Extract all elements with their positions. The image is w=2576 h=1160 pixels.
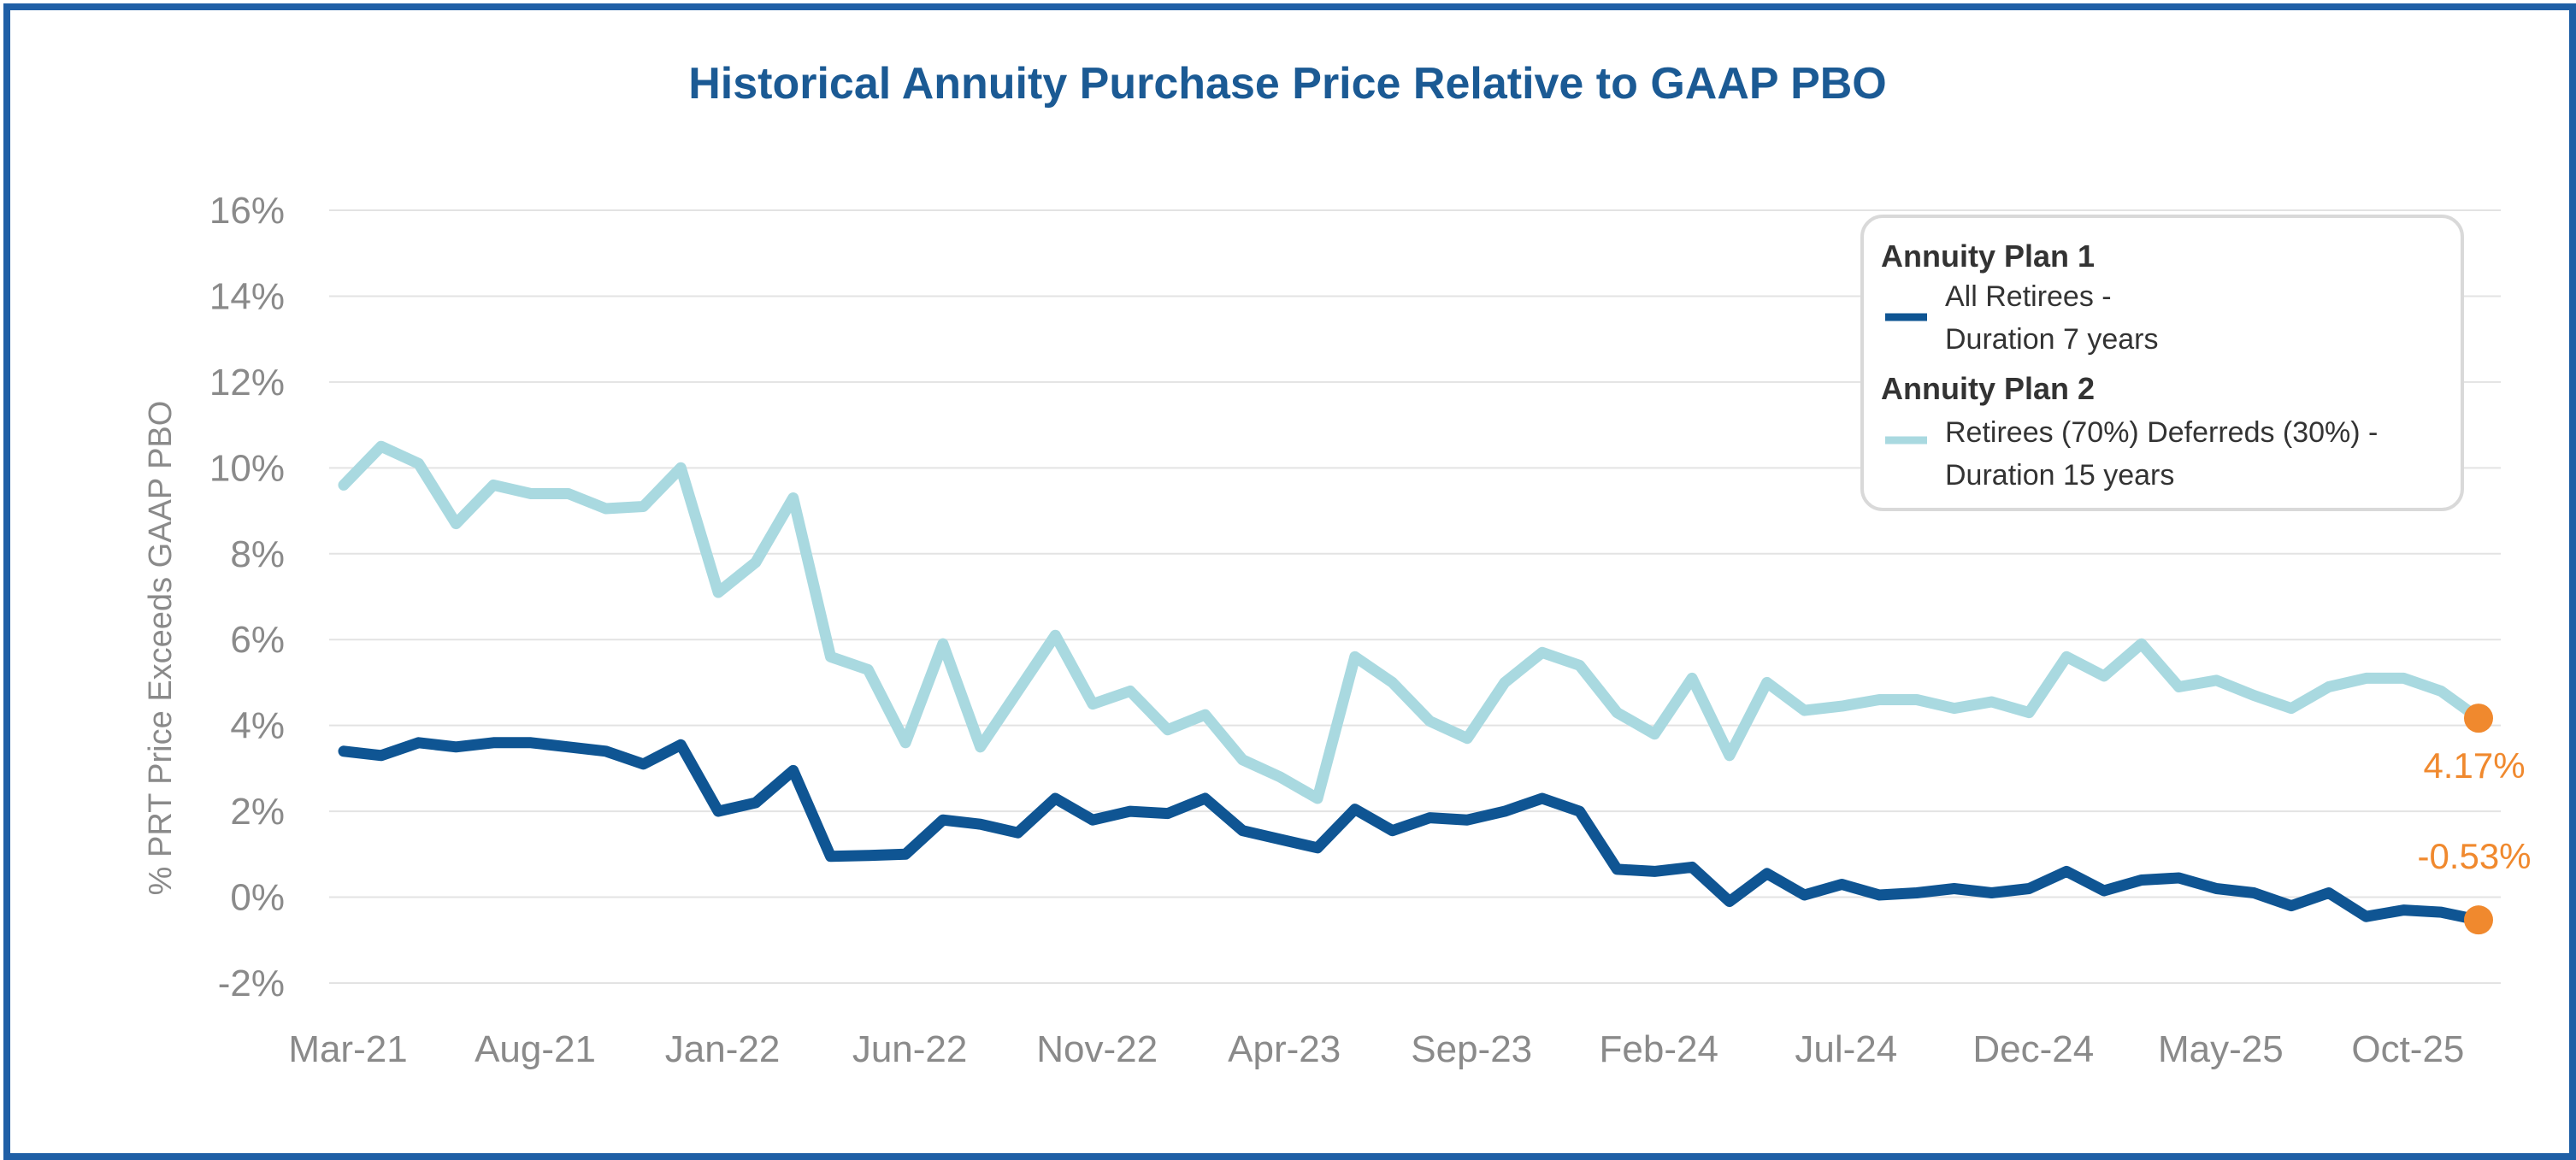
y-tick-label: 4% <box>230 705 285 747</box>
y-tick-label: 8% <box>230 533 285 575</box>
endpoint-label: -0.53% <box>2417 836 2531 876</box>
series-line-annuity-plan-1 <box>338 737 2485 926</box>
chart-title: Historical Annuity Purchase Price Relati… <box>688 59 1887 109</box>
y-tick-label: 2% <box>230 791 285 833</box>
x-tick-label: Feb-24 <box>1600 1028 1718 1070</box>
x-tick-label: Nov-22 <box>1036 1028 1158 1070</box>
y-tick-label: 6% <box>230 619 285 661</box>
y-tick-label: 0% <box>230 877 285 919</box>
y-tick-label: 10% <box>209 447 285 489</box>
legend-plan1-line1: All Retirees - <box>1945 280 2112 313</box>
legend-box <box>1860 215 2464 511</box>
x-tick-label: Apr-23 <box>1228 1028 1341 1070</box>
series-line-annuity-plan-2 <box>338 440 2485 804</box>
x-tick-label: Sep-23 <box>1411 1028 1532 1070</box>
legend-plan2-line1: Retirees (70%) Deferreds (30%) - <box>1945 416 2378 449</box>
x-tick-label: May-25 <box>2158 1028 2284 1070</box>
legend-plan1-heading: Annuity Plan 1 <box>1881 238 2095 274</box>
y-tick-label: 14% <box>209 275 285 317</box>
x-tick-label: Jan-22 <box>665 1028 781 1070</box>
y-tick-label: 12% <box>209 362 285 403</box>
x-tick-label: Dec-24 <box>1972 1028 2094 1070</box>
x-axis-tick-labels: Mar-21 Aug-21 Jan-22 Jun-22 Nov-22 Apr-23 Sep-… <box>288 1028 2464 1070</box>
y-tick-label: -2% <box>218 963 285 1004</box>
legend: Annuity Plan 1 All Retirees - Duration 7… <box>1860 215 2464 511</box>
x-tick-label: Jul-24 <box>1795 1028 1897 1070</box>
annotation-layer: 4.17% -0.53% <box>2417 704 2532 935</box>
y-axis-label: % PRT Price Exceeds GAAP PBO <box>143 401 179 896</box>
y-tick-label: 16% <box>209 190 285 232</box>
endpoint-label: 4.17% <box>2423 745 2525 786</box>
endpoint-marker <box>2464 704 2493 733</box>
y-axis-tick-labels: -2% 0% 2% 4% 6% 8% 10% 12% 14% 16% <box>209 190 285 1004</box>
legend-plan1-line2: Duration 7 years <box>1945 323 2158 356</box>
x-tick-label: Aug-21 <box>475 1028 596 1070</box>
chart-frame <box>3 3 2576 1160</box>
legend-plan2-line2: Duration 15 years <box>1945 459 2174 492</box>
x-tick-label: Mar-21 <box>288 1028 407 1070</box>
series-layer <box>338 440 2485 926</box>
endpoint-marker <box>2464 905 2493 935</box>
x-tick-label: Oct-25 <box>2351 1028 2464 1070</box>
legend-plan2-heading: Annuity Plan 2 <box>1881 371 2095 406</box>
x-tick-label: Jun-22 <box>852 1028 968 1070</box>
